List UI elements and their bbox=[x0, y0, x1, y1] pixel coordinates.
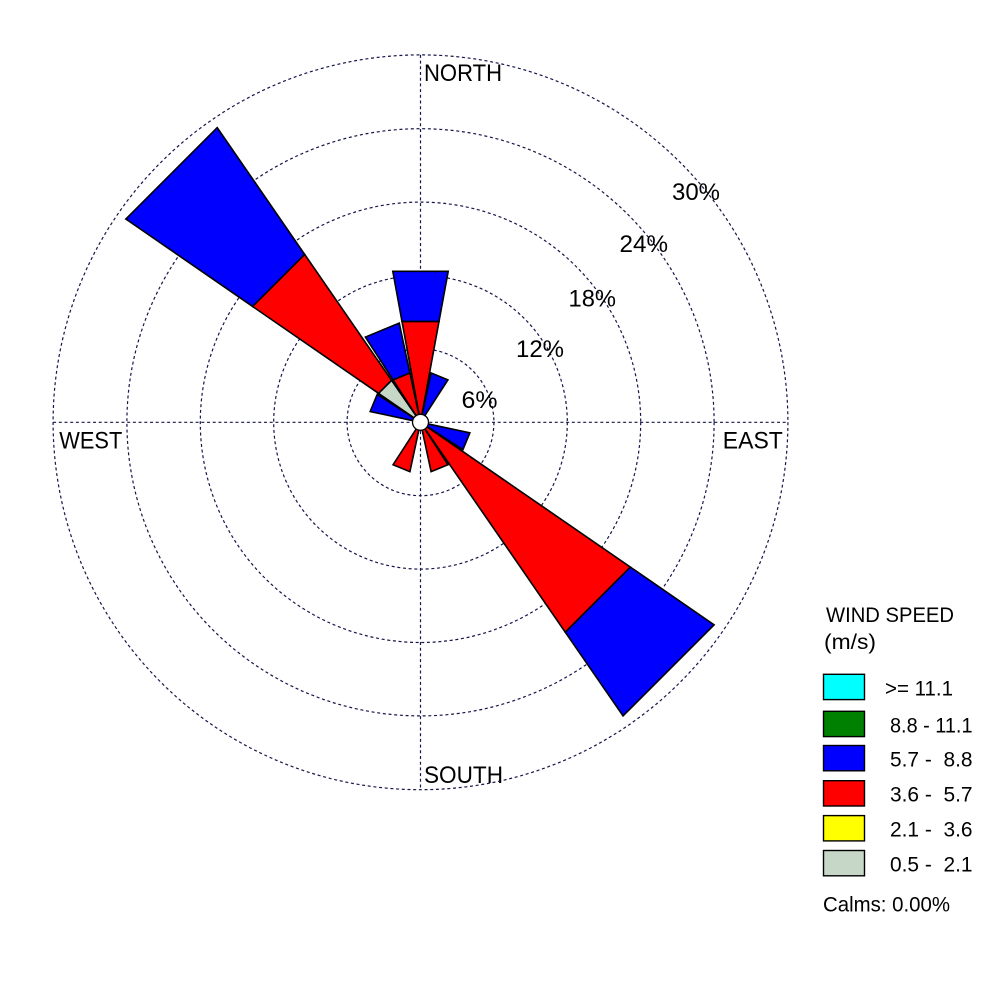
svg-text:18%: 18% bbox=[569, 286, 617, 313]
svg-text:30%: 30% bbox=[672, 179, 720, 206]
svg-text:WIND SPEED: WIND SPEED bbox=[826, 604, 954, 627]
svg-text:WEST: WEST bbox=[59, 428, 122, 455]
svg-text:24%: 24% bbox=[620, 231, 669, 258]
svg-text:8.8 - 11.1: 8.8 - 11.1 bbox=[890, 714, 973, 737]
svg-text:2.1 - 3.6: 2.1 - 3.6 bbox=[890, 819, 973, 842]
svg-text:3.6 - 5.7: 3.6 - 5.7 bbox=[890, 784, 973, 807]
svg-text:6%: 6% bbox=[462, 387, 498, 414]
svg-text:5.7 - 8.8: 5.7 - 8.8 bbox=[890, 749, 973, 772]
svg-text:0.5 - 2.1: 0.5 - 2.1 bbox=[890, 854, 973, 877]
svg-text:12%: 12% bbox=[516, 336, 564, 363]
svg-text:EAST: EAST bbox=[723, 428, 783, 455]
svg-text:NORTH: NORTH bbox=[424, 60, 502, 87]
svg-text:SOUTH: SOUTH bbox=[424, 762, 503, 789]
svg-text:Calms: 0.00%: Calms: 0.00% bbox=[823, 893, 950, 916]
svg-text:(m/s): (m/s) bbox=[824, 631, 876, 654]
svg-text:>= 11.1: >= 11.1 bbox=[885, 677, 953, 700]
